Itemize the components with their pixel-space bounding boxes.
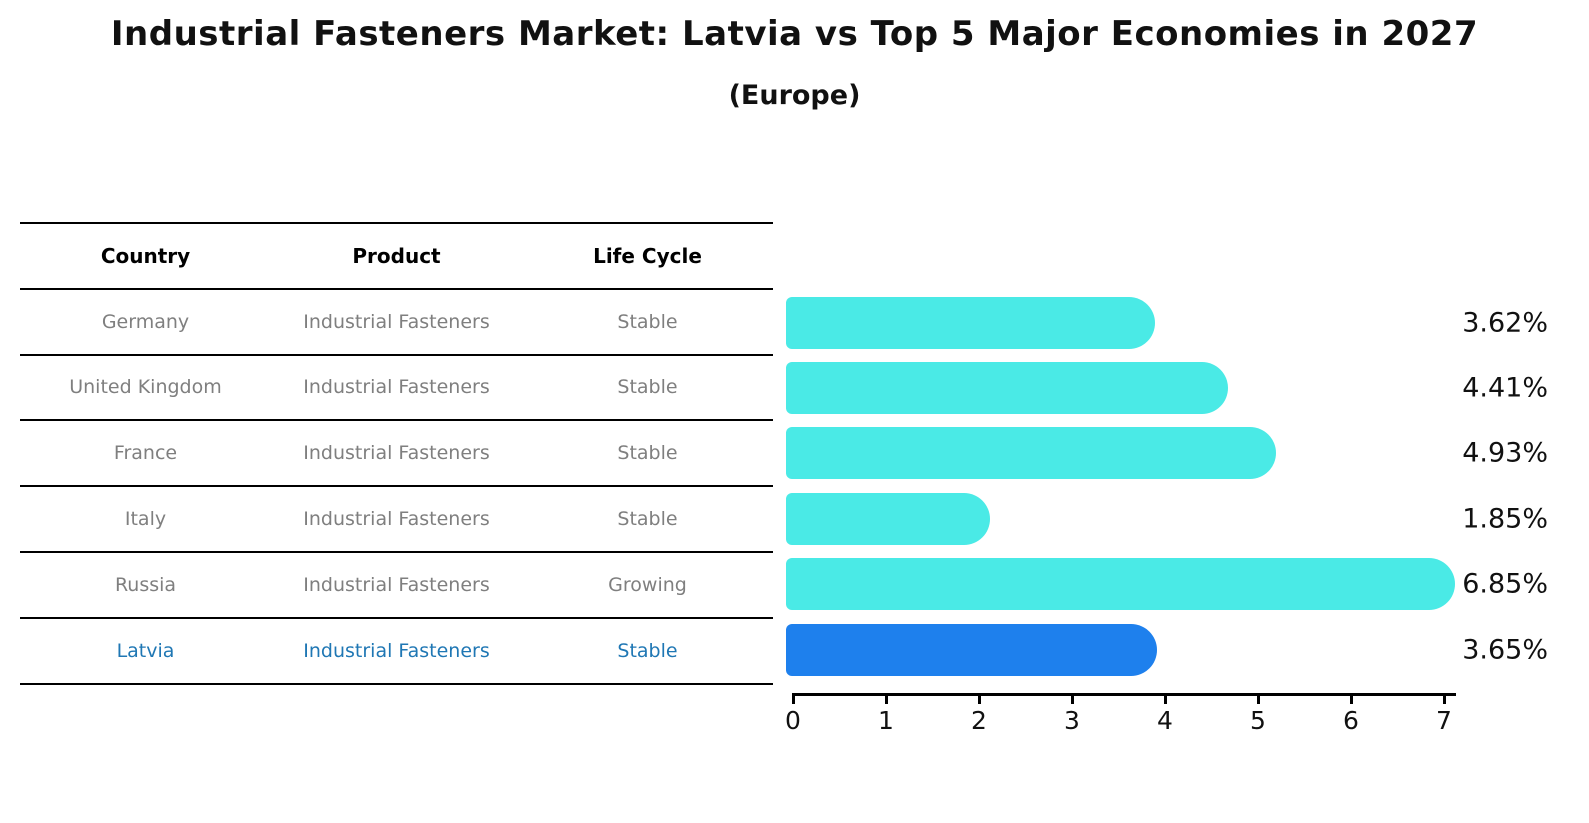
- table-row: Latvia Industrial Fasteners Stable: [20, 616, 773, 685]
- bar-germany: [786, 296, 1155, 349]
- x-axis-tick: [1164, 693, 1167, 704]
- chart-title: Industrial Fasteners Market: Latvia vs T…: [110, 14, 1479, 54]
- table-header-cell: Product: [352, 243, 441, 268]
- table-header-cell: Life Cycle: [593, 243, 702, 268]
- x-axis-tick-label: 4: [1157, 706, 1173, 735]
- country-table: Country Product Life Cycle Germany Industria…: [20, 222, 773, 685]
- x-axis-tick: [1443, 693, 1446, 704]
- x-axis-tick-label: 1: [878, 706, 894, 735]
- table-header-row: Country Product Life Cycle: [20, 222, 773, 288]
- table-cell-product: Industrial Fasteners: [303, 639, 490, 662]
- table-cell-country: Russia: [114, 573, 177, 596]
- table-cell-life-cycle: Stable: [617, 639, 678, 662]
- x-axis-tick: [1257, 693, 1260, 704]
- table-row: France Industrial Fasteners Stable: [20, 419, 773, 485]
- x-axis-tick-label: 5: [1250, 706, 1266, 735]
- x-axis-tick: [885, 693, 888, 704]
- table-cell-country: United Kingdom: [69, 376, 222, 399]
- x-axis-tick-label: 7: [1436, 706, 1452, 735]
- x-axis-tick: [792, 693, 795, 704]
- table-cell-country: France: [113, 442, 178, 465]
- x-axis-tick: [978, 693, 981, 704]
- x-axis-tick: [1071, 693, 1074, 704]
- bar-italy: [786, 492, 991, 545]
- bar-russia: [786, 558, 1456, 611]
- table-cell-life-cycle: Stable: [617, 508, 678, 531]
- bar-france: [786, 427, 1277, 480]
- table-cell-country: Italy: [124, 508, 167, 531]
- table-cell-product: Industrial Fasteners: [303, 376, 490, 399]
- value-label: 4.41%: [1462, 372, 1548, 404]
- value-label: 3.62%: [1462, 307, 1548, 338]
- table-cell-product: Industrial Fasteners: [303, 442, 490, 465]
- table-cell-product: Industrial Fasteners: [303, 573, 490, 596]
- value-label: 6.85%: [1462, 568, 1548, 600]
- table-cell-product: Industrial Fasteners: [303, 310, 490, 333]
- table-cell-country: Germany: [101, 310, 190, 333]
- table-cell-life-cycle: Stable: [617, 376, 678, 399]
- value-label: 4.93%: [1462, 437, 1548, 469]
- table-row: United Kingdom Industrial Fasteners Stable: [20, 353, 773, 420]
- x-axis-line: [792, 693, 1456, 696]
- x-axis-tick: [1350, 693, 1353, 704]
- value-label: 3.65%: [1462, 634, 1548, 666]
- bar-united-kingdom: [786, 361, 1229, 414]
- x-axis-tick-label: 0: [785, 706, 801, 735]
- table-cell-life-cycle: Stable: [617, 442, 678, 465]
- value-label: 1.85%: [1462, 503, 1548, 535]
- table-row: Germany Industrial Fasteners Stable: [20, 287, 773, 354]
- table-cell-life-cycle: Growing: [608, 573, 687, 596]
- table-cell-product: Industrial Fasteners: [303, 508, 490, 531]
- bar-latvia: [786, 623, 1158, 676]
- chart-subtitle: (Europe): [728, 80, 861, 111]
- table-header-cell: Country: [100, 243, 191, 268]
- table-row: Russia Industrial Fasteners Growing: [20, 550, 773, 617]
- x-axis-tick-label: 2: [971, 706, 987, 735]
- x-axis-tick-label: 6: [1343, 706, 1359, 735]
- x-axis-tick-label: 3: [1064, 706, 1080, 735]
- table-cell-life-cycle: Stable: [617, 310, 678, 333]
- table-row: Italy Industrial Fasteners Stable: [20, 485, 773, 551]
- table-cell-country: Latvia: [116, 639, 175, 662]
